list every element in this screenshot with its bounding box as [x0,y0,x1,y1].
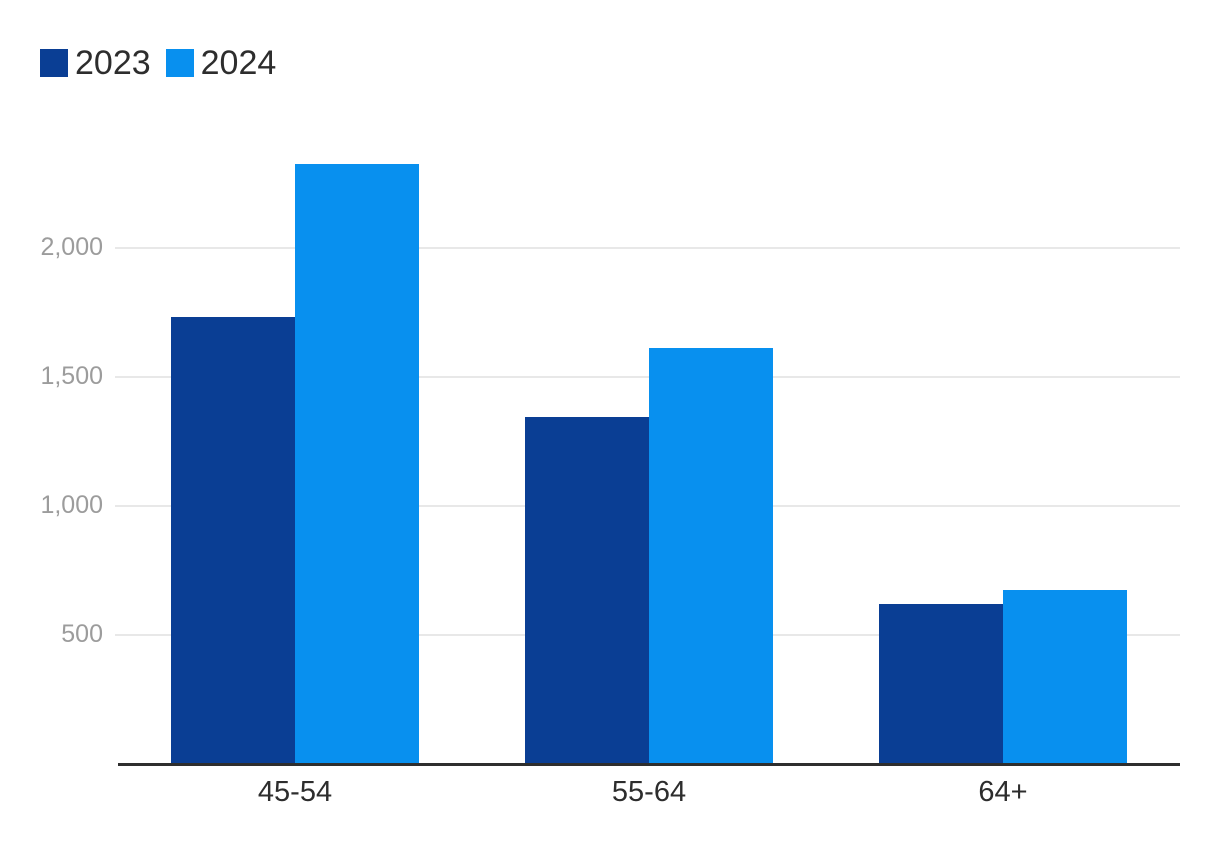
x-tick-label: 45-54 [257,776,333,808]
x-tick-label: 64+ [978,776,1028,808]
x-tick-label: 55-64 [611,776,687,808]
bar-2024-45-54 [295,164,419,763]
gridline-1500 [115,376,1180,378]
legend-label: 2024 [200,44,277,82]
bar-2024-64+ [1003,590,1127,763]
y-tick-label: 1,000 [40,491,103,519]
x-axis-line [118,763,1180,766]
gridline-2000 [115,247,1180,249]
legend-item-2023: 2023 [40,46,151,80]
bar-2023-55-64 [525,417,649,763]
y-tick-label: 500 [61,620,103,648]
bar-2023-45-54 [171,317,295,763]
y-tick-label: 2,000 [40,233,103,261]
bar-2023-64+ [879,604,1003,763]
y-tick-label: 1,500 [40,362,103,390]
legend-swatch-2024 [165,49,194,77]
legend-item-2024: 2024 [165,44,277,82]
bar-2024-55-64 [649,348,773,763]
chart-legend: 2023 2024 [40,46,276,80]
legend-label: 2023 [75,44,151,82]
legend-swatch-2023 [40,49,68,77]
